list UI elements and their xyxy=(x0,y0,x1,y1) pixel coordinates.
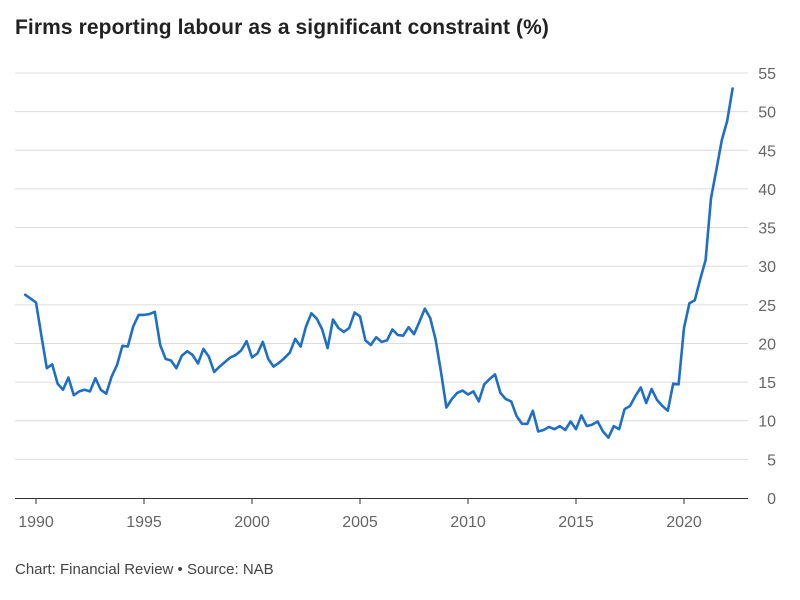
y-tick-label-15: 15 xyxy=(758,375,776,392)
y-tick-label-40: 40 xyxy=(758,182,776,199)
x-tick-label-1990: 1990 xyxy=(18,514,54,531)
y-tick-label-50: 50 xyxy=(758,105,776,122)
x-tick-label-2015: 2015 xyxy=(558,514,594,531)
x-tick-label-2000: 2000 xyxy=(234,514,270,531)
y-tick-label-30: 30 xyxy=(758,259,776,276)
x-tick-label-1995: 1995 xyxy=(126,514,162,531)
chart-source-credit: Chart: Financial Review • Source: NAB xyxy=(15,561,274,578)
y-tick-label-5: 5 xyxy=(767,452,776,469)
y-axis-tick-labels: 0 5 10 15 20 25 30 35 40 45 50 55 xyxy=(758,66,776,508)
y-tick-label-45: 45 xyxy=(758,143,776,160)
y-tick-label-35: 35 xyxy=(758,221,776,238)
y-tick-label-10: 10 xyxy=(758,414,776,431)
y-tick-label-55: 55 xyxy=(758,66,776,83)
y-tick-label-25: 25 xyxy=(758,298,776,315)
x-tick-label-2010: 2010 xyxy=(450,514,486,531)
y-tick-label-0: 0 xyxy=(767,491,776,508)
x-axis-ticks: 1990 1995 2000 2005 2010 2015 2020 xyxy=(18,498,702,531)
chart-title: Firms reporting labour as a significant … xyxy=(15,16,549,39)
x-tick-label-2005: 2005 xyxy=(342,514,378,531)
gridlines xyxy=(15,72,748,460)
x-tick-label-2020: 2020 xyxy=(666,514,702,531)
series-line xyxy=(23,87,734,439)
y-tick-label-20: 20 xyxy=(758,336,776,353)
